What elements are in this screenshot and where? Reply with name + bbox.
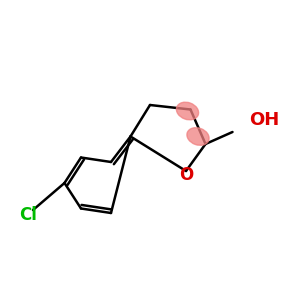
Text: OH: OH [249, 111, 279, 129]
Text: Cl: Cl [20, 206, 38, 224]
Ellipse shape [176, 102, 199, 120]
Ellipse shape [187, 128, 209, 145]
Text: O: O [179, 167, 193, 184]
